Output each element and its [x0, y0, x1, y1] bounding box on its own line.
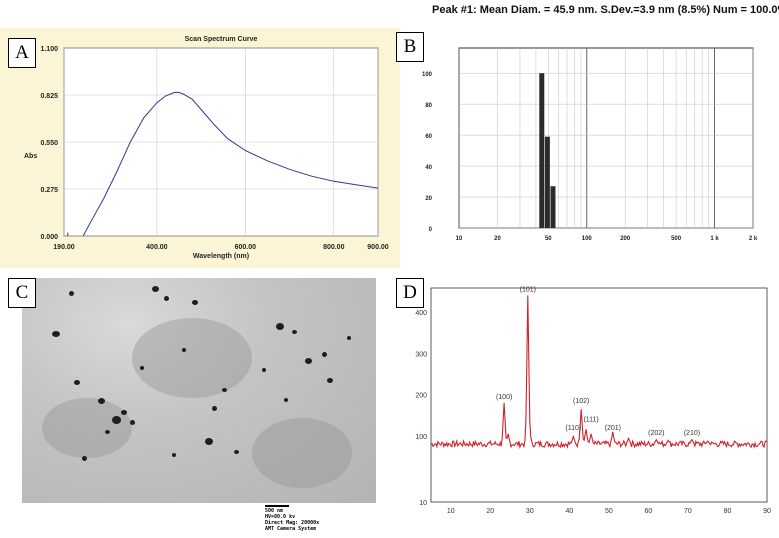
size-distribution-bar	[550, 186, 556, 228]
y-tick-label: 40	[425, 165, 432, 171]
x-tick-label: 800.00	[323, 244, 345, 251]
size-distribution-chart: 0 20 40 60 80 100 10 20 50 100 200 500 1 k 2 k	[422, 47, 758, 242]
size-distribution-bar	[539, 73, 545, 228]
x-tick-label: 900.00	[367, 244, 389, 251]
x-tick-label: 20	[494, 236, 501, 242]
x-tick-label: 20	[486, 508, 494, 515]
y-tick-label: 0.000	[40, 234, 58, 241]
panel-label-b: B	[396, 32, 424, 62]
scale-bar	[265, 505, 289, 507]
y-tick-label: 1.100	[40, 46, 58, 53]
panel-a: 0.000 0.275 0.550 0.825 1.100 190.00 400.00 600…	[0, 0, 400, 270]
x-tick-label: 50	[545, 236, 552, 242]
xrd-pattern-chart: 10 20 30 40 50 60 70 80 90 10 100 200 300 400 (100) (10…	[415, 286, 771, 515]
y-tick-label: 80	[425, 103, 432, 109]
panel-label-a: A	[8, 38, 36, 68]
y-axis-label: Abs	[24, 153, 37, 160]
x-tick-label: 40	[565, 508, 573, 515]
plot-area	[430, 287, 768, 503]
chart-title: Scan Spectrum Curve	[185, 36, 258, 43]
x-tick-label: 10	[447, 508, 455, 515]
x-tick-label: 90	[763, 508, 771, 515]
x-tick-label: 190.00	[53, 244, 75, 251]
tem-caption-line: AMT Camera System	[265, 526, 317, 532]
y-tick-label: 0.825	[40, 93, 58, 100]
x-tick-label: 70	[684, 508, 692, 515]
y-tick-label: 100	[422, 72, 433, 78]
x-tick-label: 80	[724, 508, 732, 515]
peak-label: (101)	[520, 286, 536, 293]
x-tick-label: 30	[526, 508, 534, 515]
panel-label-d: D	[396, 278, 424, 308]
peak-label: (210)	[684, 430, 700, 437]
x-tick-label: 50	[605, 508, 613, 515]
peak-label: (100)	[496, 394, 512, 401]
tem-caption-line: Direct Mag: 20000x	[265, 520, 320, 526]
peak-label: (201)	[605, 425, 621, 432]
xrd-pattern-line	[430, 295, 768, 449]
x-axis-label: Wavelength (nm)	[193, 253, 249, 260]
y-tick-label: 200	[415, 393, 427, 400]
x-tick-label: 600.00	[235, 244, 257, 251]
y-tick-label: 300	[415, 351, 427, 358]
absorbance-series-line	[67, 232, 69, 236]
peak-label: (102)	[573, 398, 589, 405]
x-tick-label: 10	[456, 236, 463, 242]
size-distribution-bar	[544, 136, 550, 228]
y-tick-label: 20	[425, 196, 432, 202]
y-tick-label: 0.550	[40, 140, 58, 147]
tem-micrograph	[22, 278, 376, 503]
x-tick-label: 60	[645, 508, 653, 515]
y-tick-label: 0	[429, 227, 433, 233]
absorbance-series-line	[82, 91, 378, 236]
peak-label: (202)	[648, 430, 664, 437]
x-tick-label: 200	[620, 236, 631, 242]
absorbance-spectrum-chart: 0.000 0.275 0.550 0.825 1.100 190.00 400.00 600…	[0, 28, 400, 268]
x-tick-label: 100	[582, 236, 593, 242]
y-tick-label: 400	[415, 310, 427, 317]
y-tick-label: 0.275	[40, 187, 58, 194]
panel-label-c: C	[8, 278, 36, 308]
peak-label: (110)	[565, 425, 581, 432]
y-tick-label: 10	[419, 500, 427, 507]
y-tick-label: 100	[415, 434, 427, 441]
tem-caption-line: HV=80.0 kv	[265, 514, 296, 520]
tem-caption-line: 500 nm	[265, 508, 284, 514]
panel-b: Peak #1: Mean Diam. = 45.9 nm. S.Dev.=3.…	[395, 0, 779, 270]
x-tick-label: 500	[671, 236, 682, 242]
y-tick-label: 60	[425, 134, 432, 140]
peak-label: (111)	[583, 417, 598, 424]
peak-summary: Peak #1: Mean Diam. = 45.9 nm. S.Dev.=3.…	[432, 4, 779, 16]
tem-caption: 500 nm HV=80.0 kv Direct Mag: 20000x AMT…	[265, 505, 319, 532]
panel-c: C 500 nm HV=80.0 kv Direct Mag: 20000x A…	[0, 270, 395, 538]
x-tick-label: 2 k	[749, 236, 758, 242]
x-tick-label: 1 k	[710, 236, 719, 242]
panel-d: 10 20 30 40 50 60 70 80 90 10 100 200 300 400 (100) (10…	[395, 270, 779, 538]
x-tick-label: 400.00	[146, 244, 168, 251]
